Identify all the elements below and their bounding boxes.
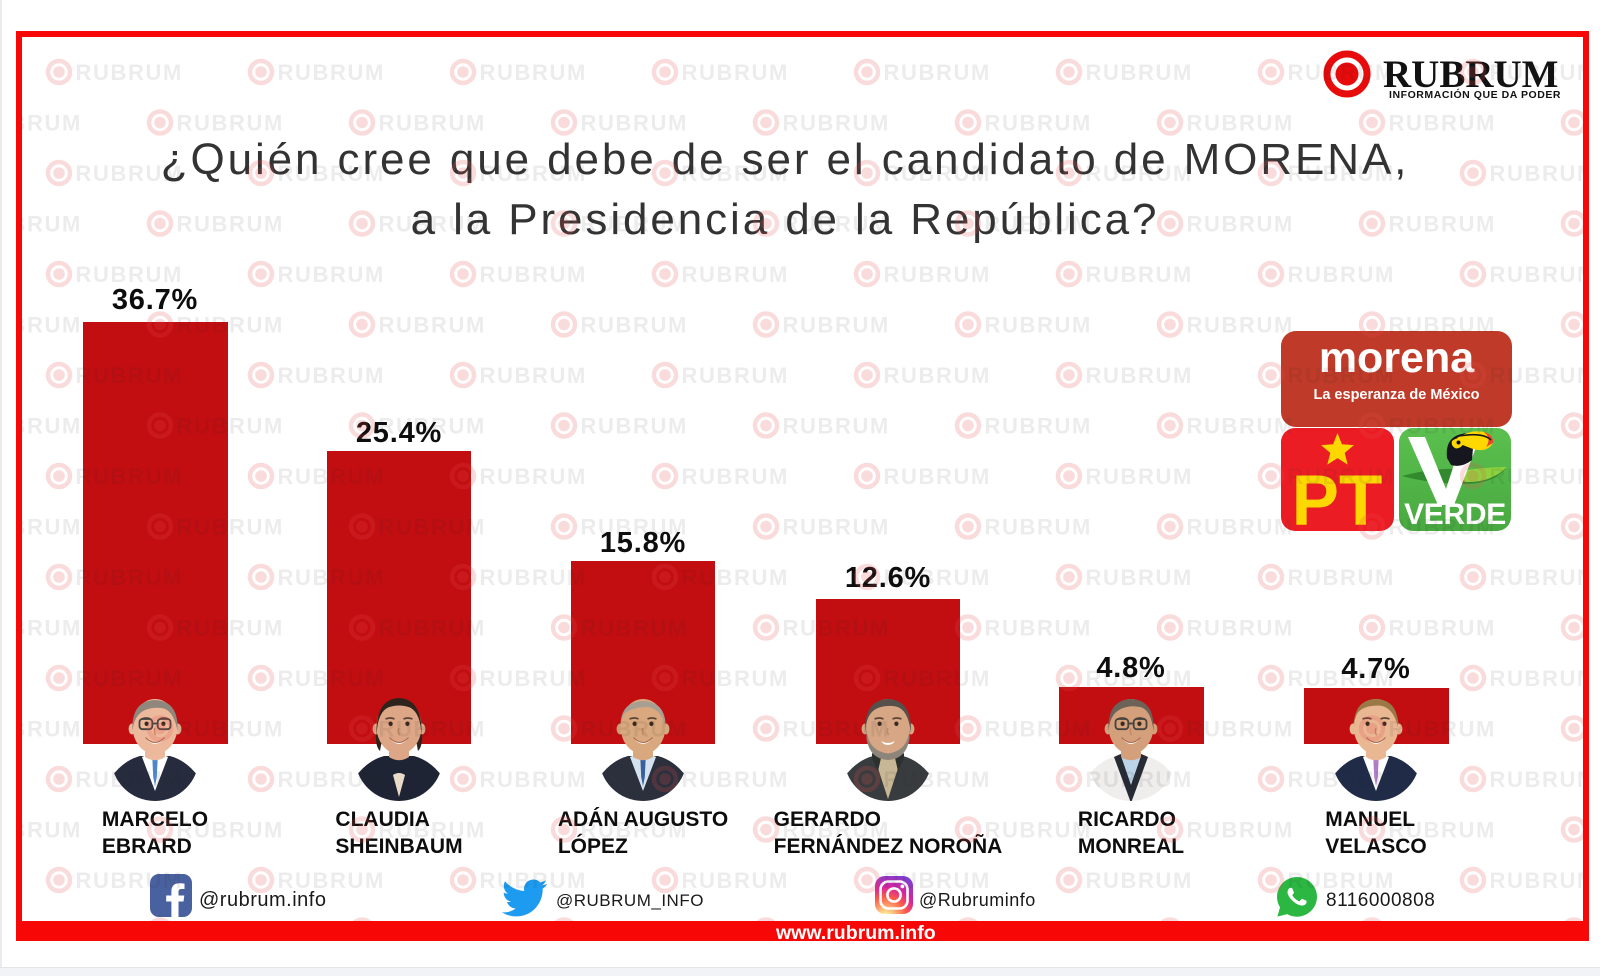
svg-text:VERDE: VERDE — [1404, 498, 1506, 531]
svg-text:PT: PT — [1292, 462, 1383, 531]
